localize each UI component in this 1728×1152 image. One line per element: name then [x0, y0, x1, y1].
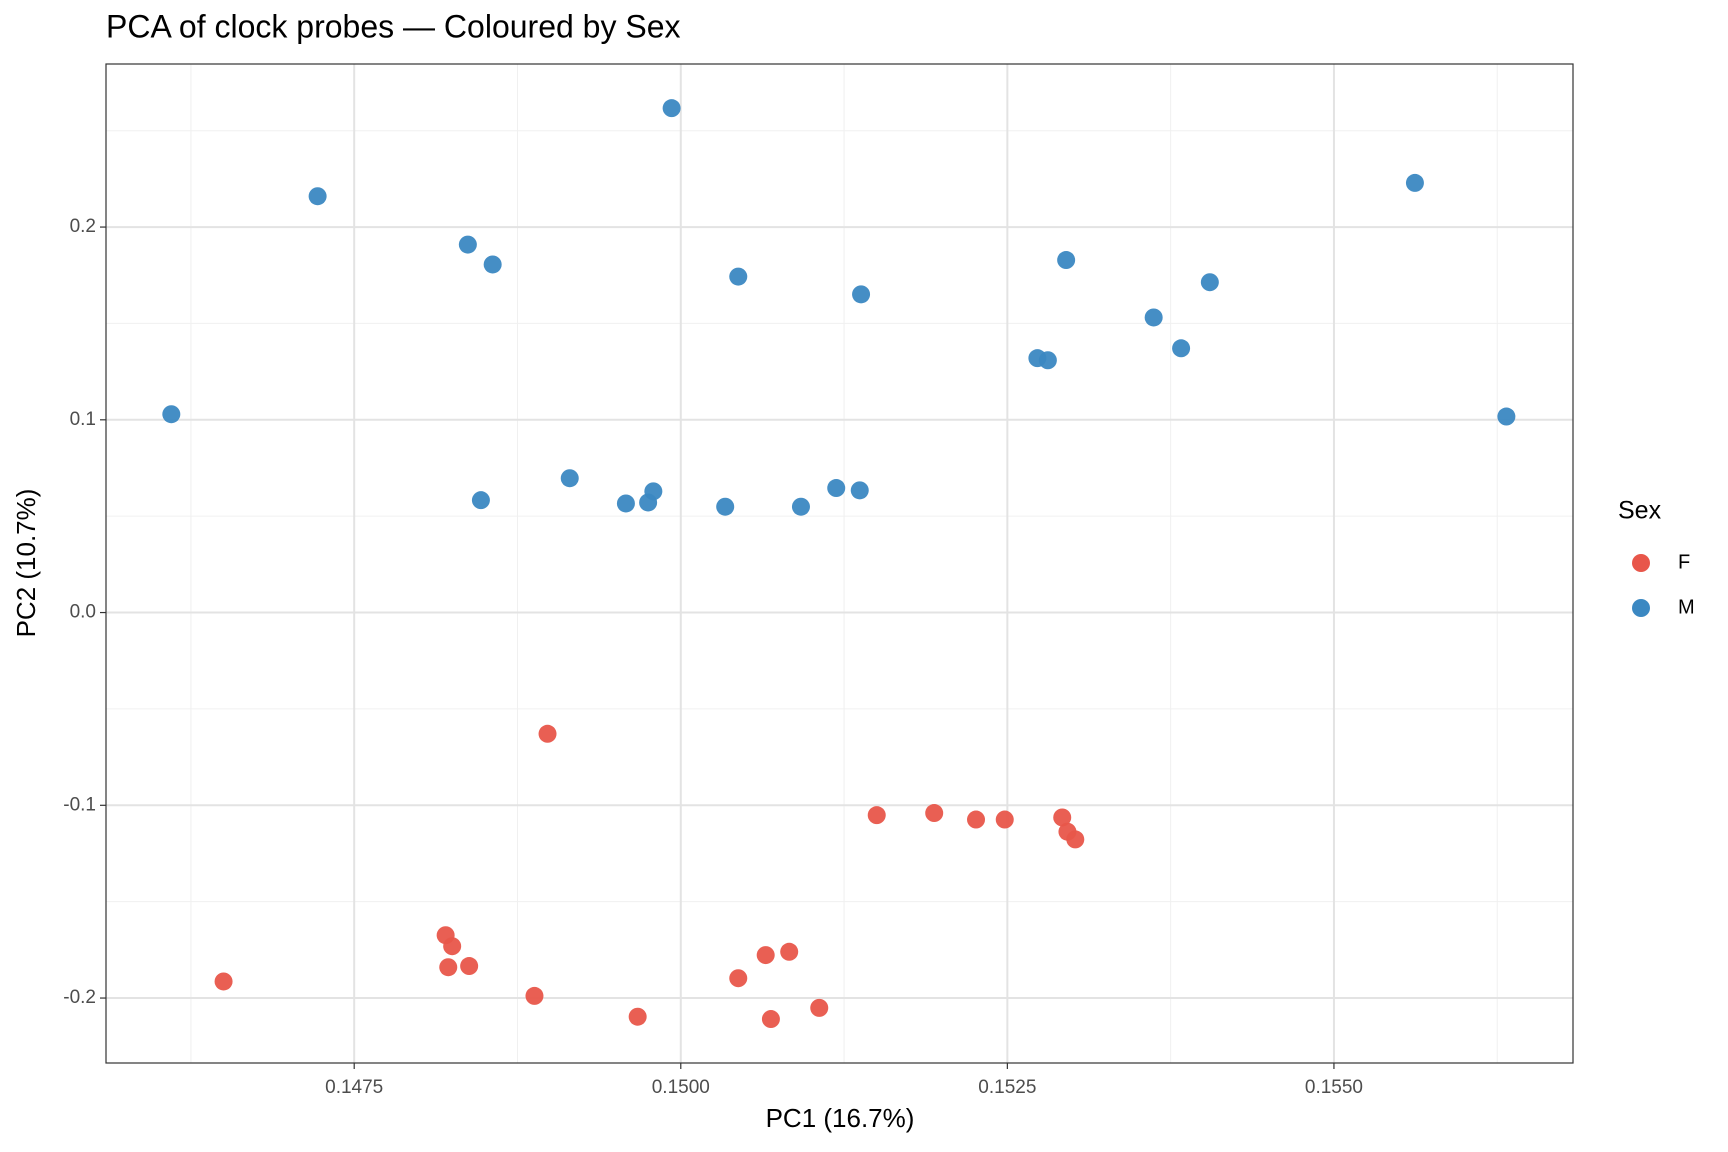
legend-label: F	[1678, 551, 1690, 573]
x-axis-title: PC1 (16.7%)	[766, 1103, 915, 1133]
point	[458, 235, 477, 254]
point	[756, 946, 775, 965]
point	[967, 810, 986, 829]
x-tick-label: 0.1500	[652, 1077, 710, 1098]
point	[827, 479, 846, 498]
point	[729, 969, 748, 988]
point	[471, 491, 490, 510]
chart-title: PCA of clock probes — Coloured by Sex	[106, 8, 681, 44]
point	[1066, 830, 1085, 849]
plot-border	[105, 63, 1574, 1064]
point	[525, 986, 544, 1005]
point	[1038, 351, 1057, 370]
y-tick-label: 0.0	[70, 602, 96, 623]
point	[443, 937, 462, 956]
point	[1200, 273, 1219, 292]
point	[791, 497, 810, 516]
point	[439, 958, 458, 977]
point	[852, 285, 871, 304]
point	[662, 99, 681, 118]
x-tick-label: 0.1550	[1305, 1077, 1363, 1098]
point	[761, 1010, 780, 1029]
point	[995, 810, 1014, 829]
point	[867, 806, 886, 825]
point	[1497, 407, 1516, 426]
y-tick-label: -0.1	[63, 794, 96, 815]
point	[1172, 339, 1191, 358]
y-tick-label: -0.2	[63, 987, 96, 1008]
point	[810, 998, 829, 1017]
point	[729, 267, 748, 286]
point	[308, 187, 327, 206]
point	[1144, 308, 1163, 327]
point	[1057, 251, 1076, 270]
point	[850, 481, 869, 500]
point	[214, 972, 233, 991]
point	[644, 482, 663, 501]
point	[538, 724, 557, 743]
legend-title: Sex	[1618, 497, 1662, 525]
x-tick-label: 0.1525	[978, 1077, 1036, 1098]
point	[560, 469, 579, 488]
y-axis-title: PC2 (10.7%)	[11, 489, 41, 638]
point	[460, 957, 479, 976]
legend-marker	[1632, 599, 1650, 617]
point	[162, 405, 181, 424]
legend-marker	[1632, 554, 1650, 572]
y-tick-label: 0.2	[70, 216, 96, 237]
point	[483, 255, 502, 274]
point	[1053, 808, 1072, 827]
legend-label: M	[1678, 596, 1695, 618]
point	[925, 804, 944, 823]
point	[628, 1007, 647, 1026]
y-tick-label: 0.1	[70, 409, 96, 430]
point	[716, 497, 735, 516]
x-tick-label: 0.1475	[325, 1077, 383, 1098]
point	[1405, 173, 1424, 192]
point	[616, 494, 635, 513]
point	[780, 942, 799, 961]
